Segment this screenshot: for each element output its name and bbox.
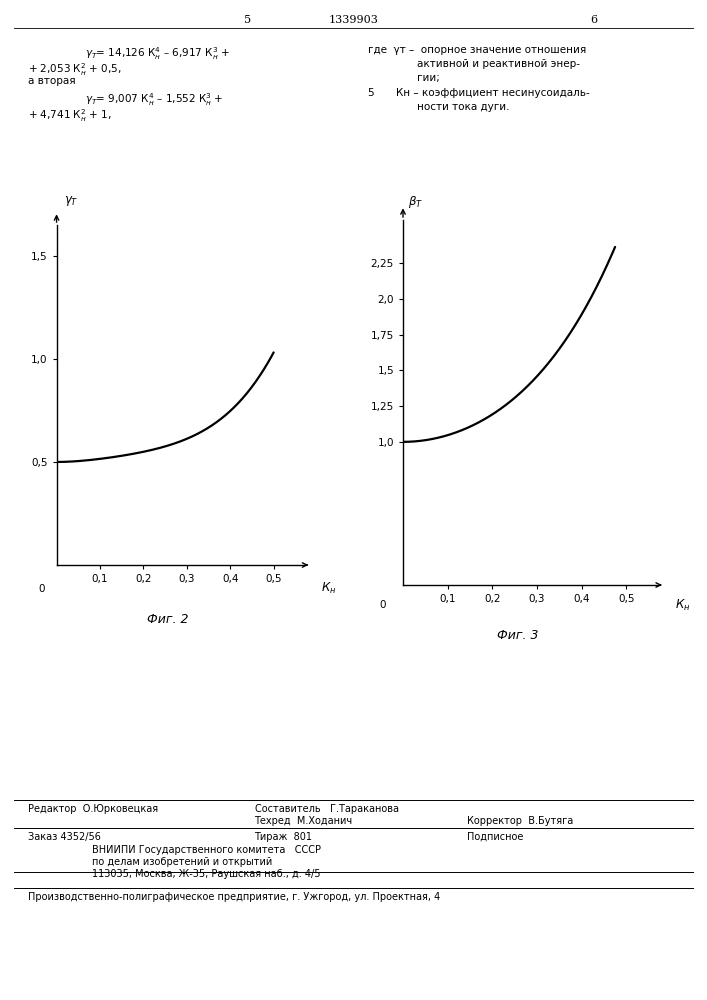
- Text: + 2,053 К$_н^2$ + 0,5,: + 2,053 К$_н^2$ + 0,5,: [28, 61, 122, 78]
- Text: $\gamma_T$= 9,007 К$_н^4$ – 1,552 К$_н^3$ +: $\gamma_T$= 9,007 К$_н^4$ – 1,552 К$_н^3…: [85, 91, 223, 108]
- Text: + 4,741 К$_н^2$ + 1,: + 4,741 К$_н^2$ + 1,: [28, 107, 112, 124]
- Text: Корректор  В.Бутяга: Корректор В.Бутяга: [467, 816, 573, 826]
- Text: 0: 0: [380, 600, 386, 610]
- Text: Фиг. 2: Фиг. 2: [147, 613, 189, 626]
- Text: $К_н$: $К_н$: [321, 581, 337, 596]
- Text: Тираж  801: Тираж 801: [255, 832, 312, 842]
- Text: ВНИИПИ Государственного комитета   СССР: ВНИИПИ Государственного комитета СССР: [92, 845, 321, 855]
- Text: ности тока дуги.: ности тока дуги.: [417, 102, 510, 112]
- Text: Заказ 4352/56: Заказ 4352/56: [28, 832, 101, 842]
- Text: где  γт –  опорное значение отношения: где γт – опорное значение отношения: [368, 45, 586, 55]
- Text: гии;: гии;: [417, 73, 440, 83]
- Text: Техред  М.Ходанич: Техред М.Ходанич: [255, 816, 353, 826]
- Text: 5: 5: [244, 15, 251, 25]
- Text: активной и реактивной энер-: активной и реактивной энер-: [417, 59, 580, 69]
- Text: $\gamma_T$: $\gamma_T$: [64, 194, 78, 208]
- Text: а вторая: а вторая: [28, 76, 76, 86]
- Text: Подписное: Подписное: [467, 832, 523, 842]
- Text: 113035, Москва, Ж-35, Раушская наб., д. 4/5: 113035, Москва, Ж-35, Раушская наб., д. …: [92, 869, 320, 879]
- Text: 1339903: 1339903: [329, 15, 378, 25]
- Text: по делам изобретений и открытий: по делам изобретений и открытий: [92, 857, 272, 867]
- Text: $К_н$: $К_н$: [675, 598, 691, 613]
- Text: Составитель   Г.Тараканова: Составитель Г.Тараканова: [255, 804, 399, 814]
- Text: Редактор  О.Юрковецкая: Редактор О.Юрковецкая: [28, 804, 158, 814]
- Text: Кн – коэффициент несинусоидаль-: Кн – коэффициент несинусоидаль-: [396, 88, 590, 98]
- Text: $\beta_T$: $\beta_T$: [408, 194, 423, 210]
- Text: $\gamma_T$= 14,126 К$_н^4$ – 6,917 К$_н^3$ +: $\gamma_T$= 14,126 К$_н^4$ – 6,917 К$_н^…: [85, 45, 230, 62]
- Text: 6: 6: [590, 15, 597, 25]
- Text: Фиг. 3: Фиг. 3: [497, 629, 538, 642]
- Text: 5: 5: [368, 88, 374, 98]
- Text: Производственно-полиграфическое предприятие, г. Ужгород, ул. Проектная, 4: Производственно-полиграфическое предприя…: [28, 892, 440, 902]
- Text: 0: 0: [38, 584, 45, 594]
